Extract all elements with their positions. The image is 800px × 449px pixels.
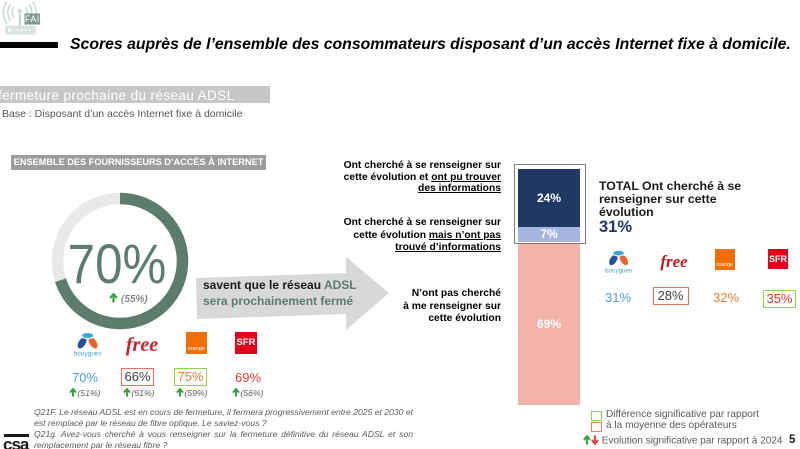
svg-text:FAI: FAI — [25, 14, 40, 24]
svg-text:bouygues: bouygues — [73, 351, 102, 358]
svg-text:bouygues: bouygues — [605, 267, 632, 274]
